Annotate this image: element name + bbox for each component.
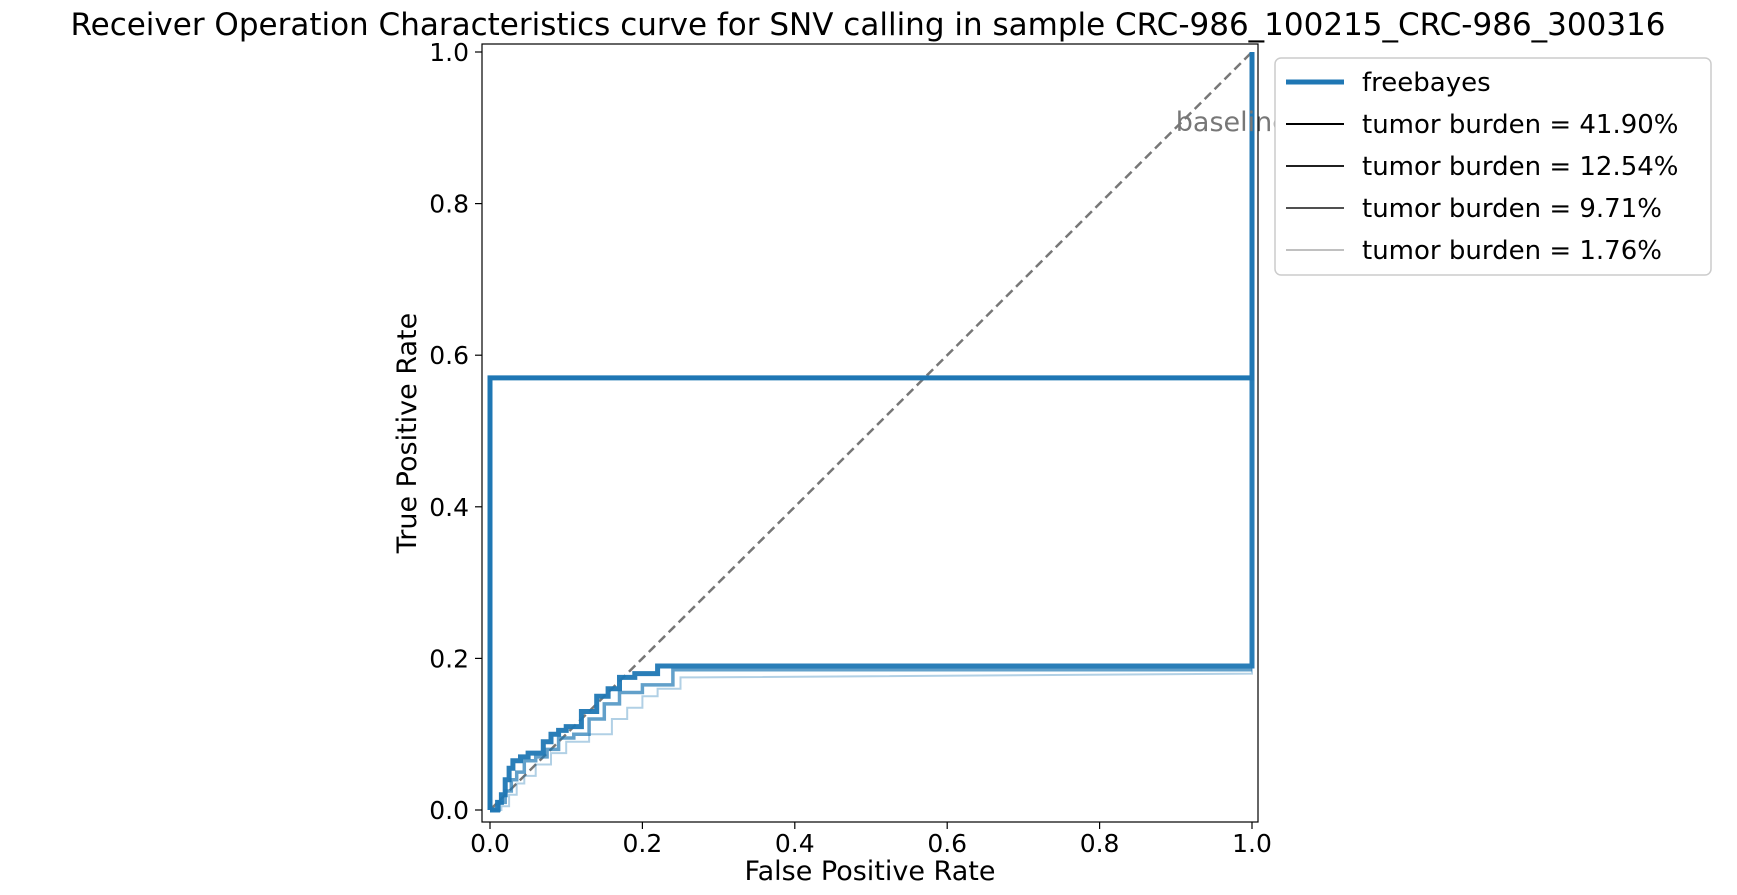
y-tick-label: 1.0 <box>429 38 469 67</box>
plot-frame <box>481 43 1259 823</box>
legend-frame <box>1274 57 1712 276</box>
y-tick-label: 0.2 <box>429 644 469 673</box>
legend-label: tumor burden = 41.90% <box>1362 110 1679 140</box>
legend-label: tumor burden = 9.71% <box>1362 194 1662 224</box>
x-tick-label: 0.4 <box>775 829 815 858</box>
plot-area: baseline <box>482 44 1289 822</box>
y-tick-label: 0.8 <box>429 190 469 219</box>
legend-label: tumor burden = 12.54% <box>1362 152 1679 182</box>
x-tick-label: 0.0 <box>470 829 510 858</box>
baseline-annotation: baseline <box>1176 107 1289 138</box>
y-tick-label: 0.0 <box>429 796 469 825</box>
series-layer <box>487 52 1255 813</box>
baseline-layer <box>489 51 1253 811</box>
y-tick-label: 0.4 <box>429 493 469 522</box>
y-tick-label: 0.6 <box>429 341 469 370</box>
x-tick-label: 0.8 <box>1080 829 1120 858</box>
legend-label: freebayes <box>1362 68 1491 98</box>
series-line-2 <box>490 52 1255 813</box>
legend-label: tumor burden = 1.76% <box>1362 236 1662 266</box>
x-tick-label: 0.6 <box>927 829 967 858</box>
legend-items: freebayes tumor burden = 41.90% tumor burd… <box>1286 68 1679 266</box>
series-line-3 <box>490 668 1252 812</box>
y-axis-label: True Positive Rate <box>392 313 423 555</box>
baseline-line <box>489 51 1253 811</box>
series-line-1 <box>487 52 1255 810</box>
x-tick-label: 0.2 <box>623 829 663 858</box>
series-line-4 <box>490 52 1253 811</box>
x-tick-label: 1.0 <box>1232 829 1272 858</box>
chart-title: Receiver Operation Characteristics curve… <box>70 7 1665 43</box>
legend: freebayes tumor burden = 41.90% tumor burd… <box>1274 57 1712 276</box>
x-axis-label: False Positive Rate <box>745 856 996 887</box>
y-axis-ticks: 0.0 0.2 0.4 0.6 0.8 1.0 <box>429 38 482 825</box>
x-axis-ticks: 0.0 0.2 0.4 0.6 0.8 1.0 <box>470 822 1272 858</box>
